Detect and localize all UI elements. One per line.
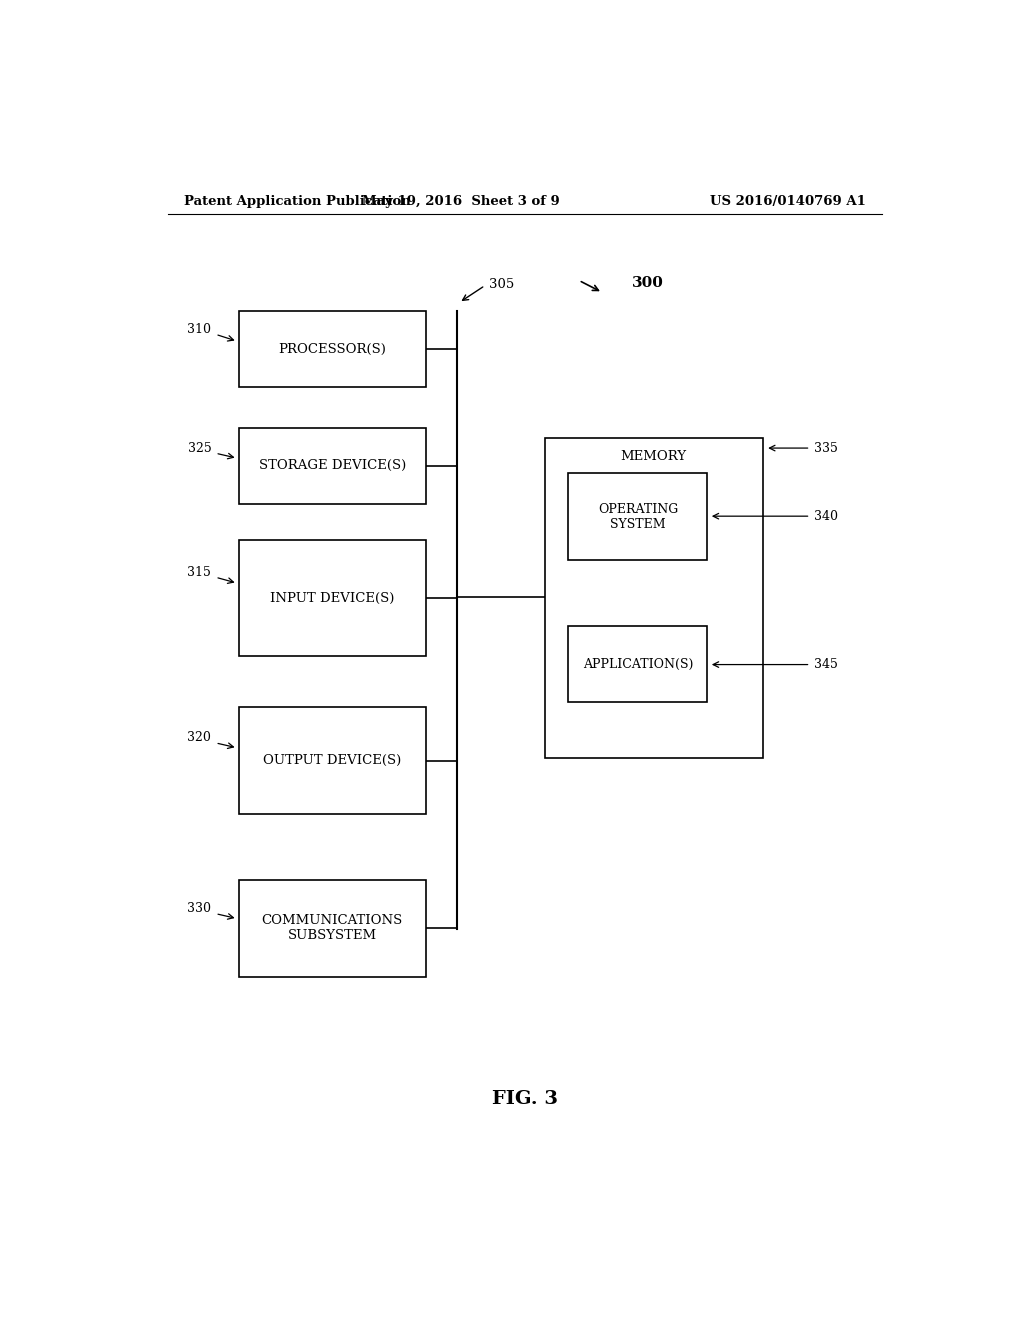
Text: PROCESSOR(S): PROCESSOR(S): [279, 342, 386, 355]
Text: 330: 330: [187, 902, 211, 915]
Bar: [240, 312, 426, 387]
Text: 345: 345: [814, 659, 839, 671]
Bar: [568, 626, 708, 702]
Text: 300: 300: [632, 276, 664, 290]
Text: US 2016/0140769 A1: US 2016/0140769 A1: [711, 194, 866, 207]
Text: 310: 310: [187, 322, 211, 335]
Bar: [240, 708, 426, 814]
Text: COMMUNICATIONS
SUBSYSTEM: COMMUNICATIONS SUBSYSTEM: [262, 915, 403, 942]
Bar: [568, 474, 708, 560]
Text: OPERATING
SYSTEM: OPERATING SYSTEM: [598, 503, 678, 531]
Text: MEMORY: MEMORY: [621, 450, 687, 463]
Text: STORAGE DEVICE(S): STORAGE DEVICE(S): [259, 459, 406, 473]
Bar: [240, 540, 426, 656]
Text: INPUT DEVICE(S): INPUT DEVICE(S): [270, 591, 394, 605]
Text: 320: 320: [187, 731, 211, 744]
Text: 325: 325: [187, 442, 211, 454]
Text: 340: 340: [814, 510, 839, 523]
Bar: [240, 428, 426, 504]
Text: FIG. 3: FIG. 3: [492, 1089, 558, 1107]
Text: 315: 315: [187, 565, 211, 578]
Bar: [545, 438, 763, 758]
Text: 335: 335: [814, 442, 839, 454]
Text: 305: 305: [489, 277, 514, 290]
Text: APPLICATION(S): APPLICATION(S): [583, 657, 693, 671]
Text: OUTPUT DEVICE(S): OUTPUT DEVICE(S): [263, 754, 401, 767]
Bar: [240, 880, 426, 977]
Text: May 19, 2016  Sheet 3 of 9: May 19, 2016 Sheet 3 of 9: [362, 194, 560, 207]
Text: Patent Application Publication: Patent Application Publication: [183, 194, 411, 207]
